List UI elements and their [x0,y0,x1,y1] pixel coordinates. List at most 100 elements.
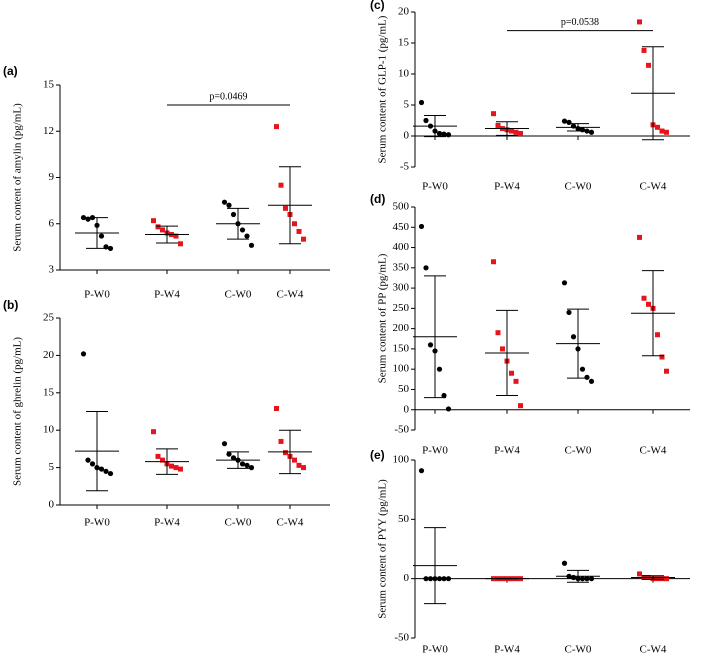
point [641,295,647,301]
y-tick-label: -50 [394,632,409,644]
point [500,346,505,352]
point [659,354,665,360]
point [513,129,519,135]
point [566,119,572,125]
point [570,334,577,340]
point [655,124,660,130]
y-tick-label: 450 [393,221,410,233]
x-tick-label: C-W4 [277,289,304,301]
y-tick-label: 12 [43,125,54,137]
y-tick-label: 150 [393,342,410,354]
point [570,574,577,581]
y-tick-label: 400 [393,241,410,253]
y-tick-label: 300 [393,282,410,294]
y-tick-label: 10 [43,424,55,436]
point [278,438,284,444]
x-tick-label: C-W4 [277,517,304,529]
point [441,392,447,399]
point [296,228,302,234]
point [445,406,452,412]
point [436,576,443,582]
point [155,224,161,230]
x-tick-label: C-W4 [640,445,667,457]
y-tick-label: 15 [43,79,55,91]
point [441,131,447,137]
y-tick-label: 15 [398,37,410,49]
point [221,199,228,205]
y-tick-label: 9 [49,171,55,183]
y-tick-label: 0 [49,499,55,511]
x-tick-label: C-W4 [640,181,667,193]
point [518,403,523,409]
point [641,47,647,53]
y-axis-label: Serum content of amylin (pg/mL) [12,103,24,252]
x-tick-label: P-W0 [84,289,110,301]
point [85,457,91,463]
point [418,468,425,474]
y-tick-label: 0 [404,403,410,415]
y-tick-label: 50 [398,383,410,395]
point [301,465,306,471]
point [491,259,496,265]
y-tick-label: 6 [49,217,55,229]
point [178,241,183,247]
point [491,111,496,117]
point [427,342,434,348]
point [230,455,237,461]
panel-label: (c) [370,0,385,12]
point [248,465,255,471]
point [160,457,165,463]
x-tick-label: P-W0 [422,445,448,457]
y-tick-label: 3 [49,264,55,276]
point [509,128,514,134]
point [292,457,297,463]
point [427,576,434,582]
point [637,571,642,577]
y-tick-label: 20 [398,6,410,18]
point [173,233,179,239]
x-tick-label: C-W0 [225,517,252,529]
point [239,461,246,467]
point [173,465,179,471]
point [579,576,586,582]
y-tick-label: -5 [400,161,410,173]
point [584,374,590,380]
point [495,330,501,336]
point [570,123,577,129]
y-axis-label: Serum content of PYY (pg/mL) [377,479,389,619]
point [436,366,443,372]
point [579,366,586,372]
y-tick-label: 250 [393,302,410,314]
x-tick-label: P-W0 [84,517,110,529]
point [244,233,250,239]
point [655,332,660,338]
point [664,368,669,374]
x-tick-label: P-W0 [422,644,448,656]
x-tick-label: C-W0 [565,644,592,656]
point [646,301,651,307]
point [248,242,255,248]
point [107,470,114,477]
point [278,182,284,188]
point [588,576,595,582]
x-tick-label: P-W4 [154,289,180,301]
point [98,466,105,472]
point [518,131,523,137]
point [89,461,96,467]
point [445,132,452,138]
x-tick-label: C-W0 [565,181,592,193]
point [584,576,590,582]
point [566,309,572,316]
panel-label: (d) [370,192,385,206]
point [107,245,114,252]
y-tick-label: 10 [398,68,410,80]
y-tick-label: 500 [393,201,410,213]
point [274,124,279,130]
point [151,429,156,435]
panel-label: (b) [3,298,18,312]
point [423,576,429,582]
point [588,129,595,135]
x-tick-label: P-W4 [494,445,520,457]
x-tick-label: C-W4 [640,644,667,656]
